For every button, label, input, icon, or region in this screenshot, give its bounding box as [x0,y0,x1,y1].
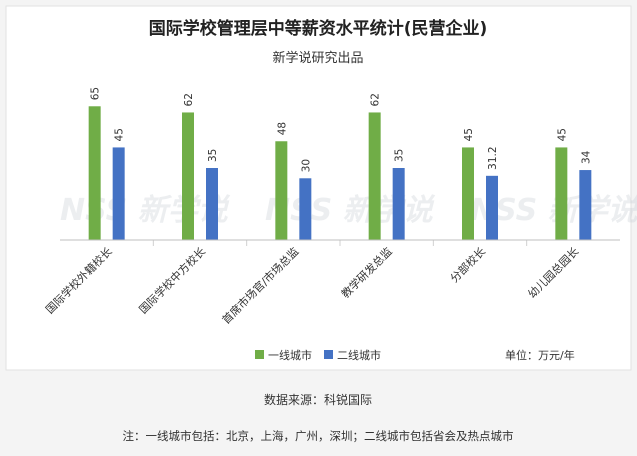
value-label: 35 [207,149,219,162]
bar-first-tier [88,106,101,241]
chart-subtitle: 新学说研究出品 [272,50,363,66]
legend-swatch-second-tier [324,350,333,359]
legend: 一线城市 二线城市 [255,348,381,362]
bar-first-tier [368,112,381,240]
value-label: 45 [556,128,568,141]
value-label: 48 [276,122,288,135]
watermark-layer: NSS 新学说 NSS 新学说 NSS 新学说 [60,193,637,228]
value-label: 45 [463,128,475,141]
value-label: 34 [580,150,592,164]
value-label: 62 [370,93,382,106]
value-label: 31.2 [487,146,499,169]
value-label: 35 [394,149,406,162]
unit-label: 单位：万元/年 [505,348,575,362]
bar-second-tier [206,168,218,240]
bar-second-tier [486,175,498,240]
bar-first-tier [275,141,288,240]
plot-panel [5,5,632,371]
bar-second-tier [392,168,405,240]
watermark: NSS 新学说 [60,193,231,228]
legend-label-second-tier: 二线城市 [337,348,381,362]
bar-first-tier [182,112,194,240]
footnote: 注：一线城市包括：北京，上海，广州，深圳；二线城市包括省会及热点城市 [123,429,514,443]
chart-title: 国际学校管理层中等薪资水平统计(民营企业) [149,18,488,39]
bar-second-tier [579,170,592,240]
data-source: 数据来源：科锐国际 [264,392,372,407]
watermark: NSS 新学说 [265,193,436,228]
bar-second-tier [299,178,312,240]
bar-first-tier [555,147,568,240]
value-label: 65 [90,87,102,100]
legend-swatch-first-tier [255,350,264,359]
legend-label-first-tier: 一线城市 [268,348,312,362]
value-label: 62 [183,93,195,106]
bar-first-tier [462,147,474,240]
value-label: 30 [300,159,312,172]
category-dividers [152,240,528,246]
bar-second-tier [112,147,125,240]
bar-marks [88,106,592,241]
value-label: 45 [114,128,126,141]
value-labels: 65 45 62 35 48 30 62 35 45 31.2 45 34 [90,87,593,172]
